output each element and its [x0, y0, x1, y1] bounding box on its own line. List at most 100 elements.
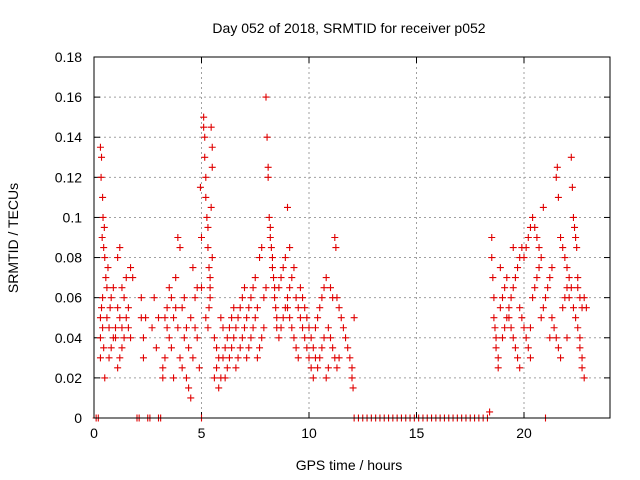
data-point: [539, 304, 547, 312]
data-point: [316, 304, 324, 312]
data-point: [279, 264, 287, 272]
data-point: [165, 284, 173, 292]
data-point: [215, 384, 223, 392]
data-point: [301, 304, 309, 312]
data-point: [277, 324, 285, 332]
data-point: [232, 364, 240, 372]
data-point: [195, 364, 203, 372]
data-point: [499, 294, 506, 302]
y-axis-label: SRMTID / TECUs: [5, 183, 21, 293]
y-tick-labels: 0 0.02 0.04 0.06 0.08 0.1 0.12 0.14 0.16 0.18: [55, 49, 82, 426]
data-point: [270, 274, 278, 282]
data-point: [305, 324, 313, 332]
data-point: [187, 314, 195, 322]
data-point: [548, 264, 556, 272]
data-point: [509, 334, 517, 342]
data-point: [174, 324, 182, 332]
data-point: [96, 143, 104, 151]
y-tick-label: 0.1: [63, 209, 83, 225]
data-point: [567, 153, 575, 161]
x-tick-label: 15: [409, 425, 425, 441]
data-point: [518, 314, 526, 322]
data-point: [256, 254, 264, 262]
data-point: [251, 314, 259, 322]
data-point: [120, 294, 128, 302]
data-point: [565, 294, 573, 302]
data-point: [100, 244, 108, 252]
data-point: [174, 234, 182, 241]
data-point: [247, 334, 255, 342]
data-point: [557, 354, 565, 362]
data-point: [559, 244, 567, 252]
data-point: [524, 234, 532, 241]
data-point: [505, 304, 513, 312]
data-point: [529, 213, 537, 221]
data-point: [200, 123, 208, 131]
data-point: [263, 133, 271, 141]
data-point: [524, 344, 532, 352]
data-point: [127, 264, 135, 272]
data-point: [203, 213, 211, 221]
data-point: [563, 264, 571, 272]
data-point: [105, 354, 113, 362]
data-point: [167, 344, 175, 352]
data-point: [509, 284, 517, 292]
data-point: [223, 364, 231, 372]
data-point: [329, 344, 337, 352]
data-point: [247, 294, 255, 302]
data-point: [103, 284, 111, 292]
data-point: [100, 223, 108, 231]
data-point: [210, 334, 218, 342]
data-point: [238, 334, 246, 342]
data-point: [557, 234, 565, 241]
data-point: [258, 244, 266, 252]
data-point: [303, 314, 311, 322]
data-point: [205, 264, 213, 272]
data-point: [251, 274, 259, 282]
data-point: [241, 324, 248, 332]
data-point: [574, 284, 582, 292]
data-point: [307, 364, 315, 372]
data-point: [292, 344, 300, 352]
data-point: [202, 173, 210, 181]
data-point: [165, 334, 173, 342]
data-point: [118, 344, 126, 352]
data-point: [99, 324, 107, 332]
data-point: [193, 334, 201, 342]
data-point: [526, 354, 534, 362]
data-point: [107, 294, 115, 302]
data-point: [563, 284, 571, 292]
data-point: [178, 304, 186, 312]
data-point: [161, 314, 169, 322]
data-point: [516, 304, 524, 312]
data-point: [279, 314, 287, 322]
data-point: [268, 254, 276, 262]
y-tick-label: 0.02: [55, 370, 82, 386]
data-point: [486, 408, 494, 416]
data-point: [170, 314, 178, 322]
data-point: [198, 284, 205, 292]
data-point: [107, 344, 115, 352]
data-point: [324, 364, 332, 372]
data-point: [159, 364, 167, 372]
data-point: [322, 274, 330, 282]
data-point: [296, 314, 304, 322]
data-point: [198, 234, 205, 241]
data-point: [539, 203, 547, 211]
data-point: [178, 364, 186, 372]
y-tick-label: 0.16: [55, 89, 82, 105]
data-point: [578, 304, 586, 312]
data-point: [118, 284, 126, 292]
data-point: [101, 254, 109, 262]
data-point: [116, 244, 124, 252]
data-point: [208, 143, 216, 151]
data-point: [296, 284, 304, 292]
data-point: [511, 344, 519, 352]
data-point: [219, 354, 227, 362]
data-point: [98, 153, 106, 161]
data-point: [554, 193, 562, 201]
data-point: [537, 254, 545, 262]
data-point: [236, 304, 244, 312]
data-point: [496, 264, 504, 272]
